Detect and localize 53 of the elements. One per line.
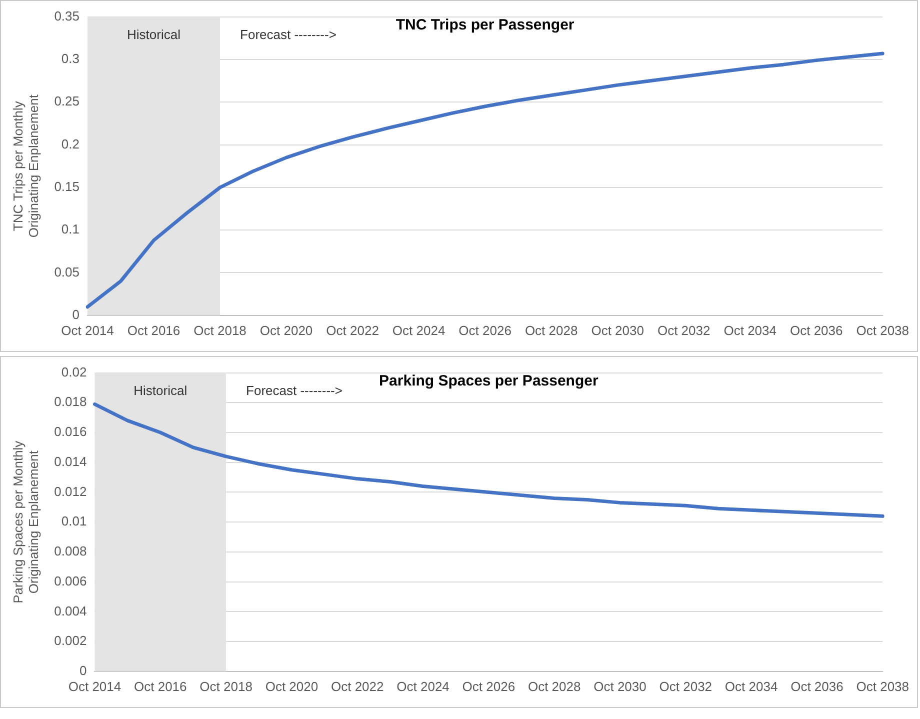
y-tick-label: 0.25 (54, 94, 80, 109)
x-tick-label: Oct 2018 (194, 322, 246, 338)
y-tick-label: 0.012 (54, 484, 87, 499)
y-tick-label: 0.15 (54, 179, 80, 194)
band-label: Historical (134, 382, 188, 398)
x-tick-label: Oct 2020 (260, 322, 313, 338)
y-tick-label: 0 (79, 662, 87, 678)
x-tick-label: Oct 2016 (134, 678, 187, 694)
y-tick-label: 0.016 (54, 424, 87, 440)
x-tick-label: Oct 2036 (790, 678, 844, 694)
x-tick-label: Oct 2014 (61, 322, 114, 338)
y-tick-label: 0.2 (61, 136, 80, 152)
x-tick-label: Oct 2038 (856, 678, 910, 694)
x-tick-label: Oct 2026 (458, 322, 512, 338)
y-tick-label: 0.02 (61, 364, 87, 380)
band-label: Historical (127, 26, 181, 42)
x-tick-label: Oct 2038 (856, 322, 910, 338)
chart-title: TNC Trips per Passenger (396, 16, 574, 34)
chart-title: Parking Spaces per Passenger (379, 372, 598, 390)
annotation: Forecast --------> (246, 382, 342, 398)
x-tick-label: Oct 2022 (330, 678, 384, 694)
x-tick-label: Oct 2024 (392, 322, 446, 338)
x-tick-label: Oct 2030 (591, 322, 644, 338)
y-tick-label: 0.004 (54, 603, 87, 618)
x-tick-label: Oct 2034 (724, 678, 778, 694)
x-tick-label: Oct 2036 (790, 322, 843, 338)
y-tick-label: 0.018 (54, 394, 87, 410)
x-tick-label: Oct 2018 (200, 678, 252, 694)
x-tick-label: Oct 2028 (528, 678, 581, 694)
y-axis-title: TNC Trips per Monthly Originating Enplanement (10, 94, 41, 238)
y-tick-label: 0.05 (54, 264, 80, 280)
y-tick-label: 0.01 (61, 514, 87, 529)
x-tick-label: Oct 2034 (724, 322, 776, 338)
y-tick-label: 0.006 (54, 573, 87, 588)
y-tick-label: 0.008 (54, 544, 87, 559)
x-tick-label: Oct 2026 (462, 678, 516, 694)
x-tick-label: Oct 2014 (68, 678, 122, 694)
y-tick-label: 0 (72, 306, 80, 322)
y-tick-label: 0.002 (54, 633, 87, 648)
y-tick-label: 0.35 (54, 8, 80, 24)
y-tick-label: 0.3 (61, 51, 80, 66)
x-tick-label: Oct 2020 (265, 678, 318, 694)
y-tick-label: 0.014 (54, 454, 87, 469)
annotation: Forecast --------> (240, 26, 336, 42)
y-tick-label: 0.1 (61, 222, 80, 237)
x-tick-label: Oct 2022 (326, 322, 379, 338)
x-tick-label: Oct 2032 (657, 322, 710, 338)
x-tick-label: Oct 2016 (127, 322, 180, 338)
x-tick-label: Oct 2028 (524, 322, 578, 338)
y-axis-title: Parking Spaces per Monthly Originating Enplanement (10, 440, 41, 604)
x-tick-label: Oct 2030 (594, 678, 646, 694)
x-tick-label: Oct 2024 (396, 678, 450, 694)
x-tick-label: Oct 2032 (659, 678, 712, 694)
